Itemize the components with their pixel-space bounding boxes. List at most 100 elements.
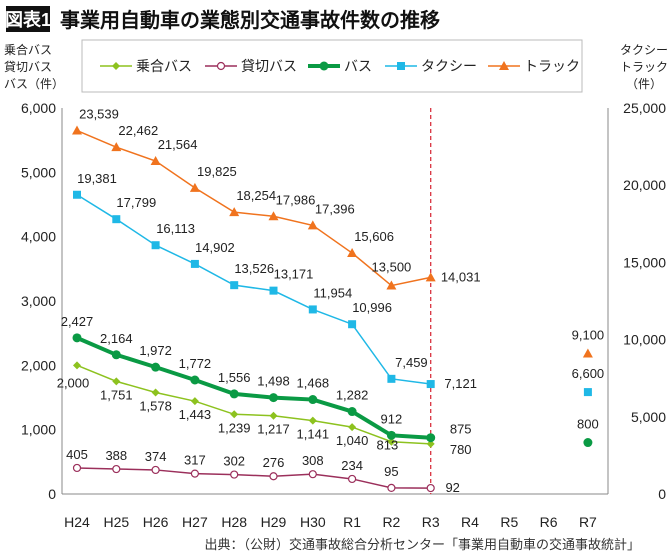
data-point <box>73 190 81 199</box>
data-point <box>387 374 396 383</box>
data-label: 1,239 <box>218 420 251 435</box>
data-label: 13,171 <box>274 267 314 282</box>
data-point <box>269 393 278 403</box>
x-tick-label: H30 <box>300 514 326 530</box>
data-label: 912 <box>381 411 403 426</box>
data-point <box>426 380 435 389</box>
data-label: 1,578 <box>139 398 172 413</box>
left-tick-label: 0 <box>48 486 56 502</box>
data-point <box>229 207 240 217</box>
x-tick-label: R3 <box>422 514 440 530</box>
data-label: 10,996 <box>352 300 392 315</box>
x-tick-label: H28 <box>221 514 247 530</box>
x-tick-label: R6 <box>540 514 558 530</box>
data-label: 7,121 <box>444 376 477 391</box>
right-tick-label: 15,000 <box>623 254 666 270</box>
data-label: 234 <box>341 458 363 473</box>
x-tick-label: R4 <box>461 514 479 530</box>
series-line <box>76 467 431 489</box>
left-tick-label: 5,000 <box>21 164 56 180</box>
x-tick-label: H27 <box>182 514 208 530</box>
data-label: 405 <box>66 447 88 462</box>
figure-tag: 図表1 <box>5 9 51 30</box>
data-label: 875 <box>450 422 472 437</box>
right-tick-label: 0 <box>658 486 666 502</box>
data-point <box>425 272 436 282</box>
data-label: 276 <box>263 455 285 470</box>
data-point <box>397 62 405 70</box>
left-axis-label-line: バス（件） <box>4 77 64 91</box>
data-point <box>190 259 199 268</box>
data-point <box>347 407 357 417</box>
figure-tag-box <box>6 6 50 32</box>
data-label: 11,954 <box>313 285 352 300</box>
left-tick-label: 6,000 <box>21 100 56 116</box>
data-point <box>230 470 239 479</box>
data-point <box>151 388 160 397</box>
legend-label: タクシー <box>421 58 477 74</box>
data-label: 17,799 <box>116 195 156 210</box>
data-point <box>307 220 318 230</box>
data-label: 1,443 <box>179 407 212 422</box>
data-point <box>112 377 121 386</box>
legend-label: 乗合バス <box>136 58 192 74</box>
data-point <box>269 411 278 420</box>
series-line <box>76 336 431 440</box>
data-point <box>268 211 279 221</box>
data-label: 14,902 <box>195 240 235 255</box>
legend-item: バス <box>308 58 372 74</box>
data-point <box>189 182 200 192</box>
data-point <box>387 483 396 492</box>
data-point <box>72 125 82 135</box>
data-point <box>319 61 329 71</box>
data-label: 19,381 <box>77 171 117 186</box>
forecast-label: 800 <box>577 417 599 432</box>
data-point <box>308 395 318 405</box>
data-point <box>583 388 592 397</box>
x-tick-label: H26 <box>143 514 169 530</box>
data-point <box>112 215 121 224</box>
data-label: 374 <box>145 449 167 464</box>
data-label: 780 <box>450 442 472 457</box>
data-point <box>151 362 161 372</box>
data-point <box>308 305 317 314</box>
left-axis-label-line: 乗合バス <box>4 42 52 57</box>
data-label: 23,539 <box>79 107 119 122</box>
data-point <box>386 430 396 440</box>
data-label: 2,427 <box>61 314 94 329</box>
data-point <box>190 469 199 478</box>
series-line <box>76 194 431 385</box>
x-tick-label: R1 <box>343 514 361 530</box>
x-tick-label: R2 <box>382 514 400 530</box>
data-label: 1,217 <box>257 422 290 437</box>
data-point <box>348 320 357 329</box>
data-label: 1,141 <box>297 427 330 442</box>
data-point <box>229 389 239 399</box>
legend-item: 貸切バス <box>205 58 297 74</box>
data-point <box>269 286 278 295</box>
legend-label: バス <box>344 58 372 74</box>
forecast-label: 6,600 <box>572 366 605 381</box>
data-label: 1,468 <box>297 376 330 391</box>
right-axis-label-line: タクシー <box>620 43 668 57</box>
legend-label: トラック <box>524 58 580 74</box>
forecast-label: 9,100 <box>572 327 605 342</box>
right-tick-label: 25,000 <box>623 100 666 116</box>
data-point <box>583 438 593 448</box>
x-tick-label: H25 <box>103 514 129 530</box>
left-tick-label: 3,000 <box>21 293 56 309</box>
data-point <box>426 483 435 493</box>
series-circle: 2,427 2,164 1,972 1,772 1,556 1,498 1,468 1,282… <box>61 314 599 448</box>
data-point <box>582 348 593 358</box>
data-label: 16,113 <box>156 221 195 236</box>
data-point <box>150 156 161 166</box>
data-point <box>426 439 435 448</box>
data-label: 302 <box>223 454 245 469</box>
data-point <box>230 410 239 419</box>
data-label: 1,282 <box>336 388 369 403</box>
